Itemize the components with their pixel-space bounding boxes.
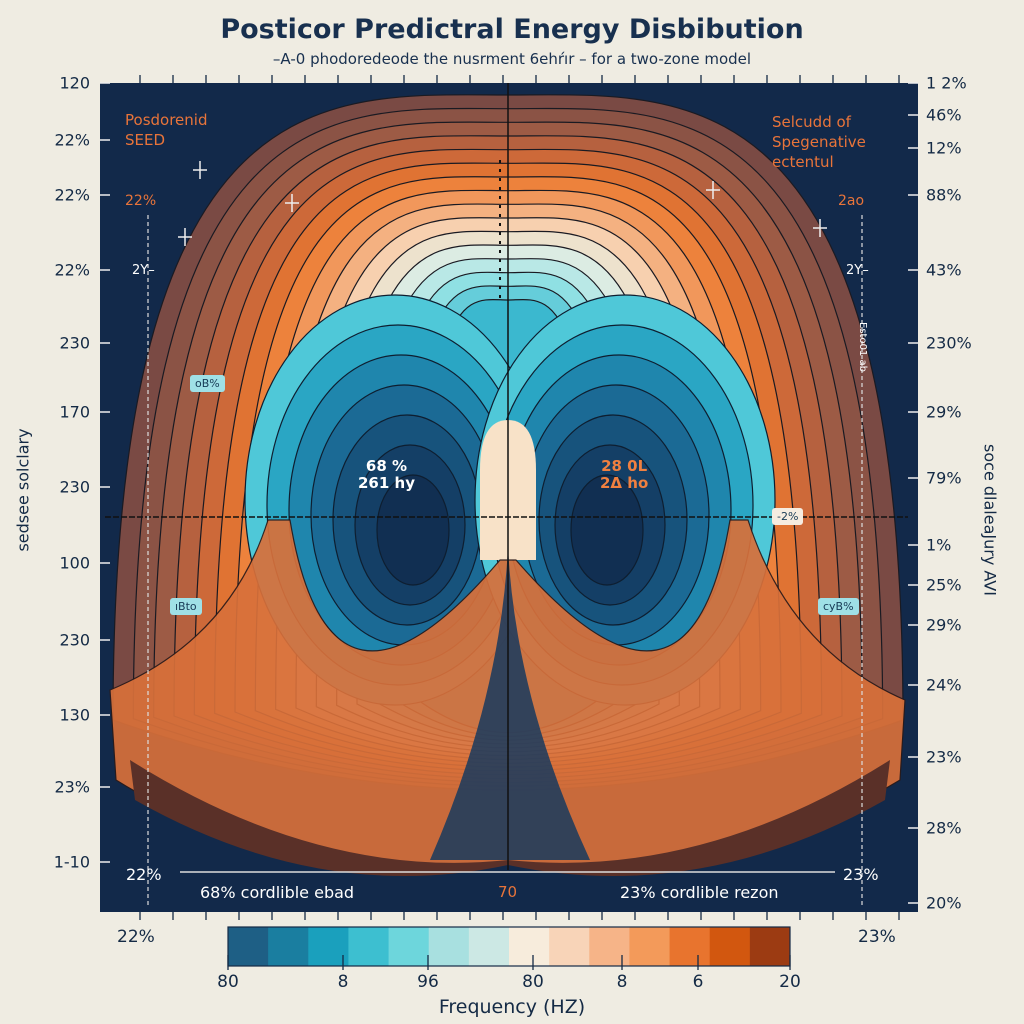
colorbar-segment [268, 927, 309, 966]
colorbar-tick-label: 6 [692, 972, 704, 992]
colorbar-frame [227, 926, 791, 967]
left-axis-tick-label: 170 [59, 402, 90, 422]
colorbar-segment [549, 927, 590, 966]
colorbar-segment [348, 927, 390, 966]
annotation-left-mark: 2Y– [132, 263, 155, 278]
left-axis-tick-label: 22% [54, 185, 90, 205]
colorbar-segment [589, 927, 630, 966]
chart-title: Posticor Predictral Energy Disbibution [220, 14, 804, 45]
colorbar-tick-label: 20 [779, 972, 801, 992]
lobe-contour [570, 474, 644, 586]
right-axis-tick-label: 29% [926, 402, 962, 422]
right-lobe-label: 28 0L 2Δ ho [600, 457, 649, 492]
band-right-label: 23% cordlible rezon [620, 883, 779, 902]
annotation-top-left: Posdorenid SEED [125, 111, 208, 149]
left-axis-tick-label: 100 [59, 553, 90, 573]
right-axis-tick-label: 43% [926, 260, 962, 280]
cross-marker [285, 194, 299, 212]
right-axis-tick-label: 79% [926, 468, 962, 488]
badge-right-lower: cyB% [818, 598, 859, 615]
left-axis-tick-label: 120 [59, 73, 90, 93]
cross-marker [193, 161, 207, 179]
left-axis-tick-label: 22% [54, 260, 90, 280]
colorbar-segment [629, 927, 671, 966]
lobe-contour [376, 474, 450, 586]
badge-right-mid: -2% [772, 508, 804, 525]
bottom-right-pct: 23% [843, 865, 879, 884]
right-axis-tick-label: 230% [926, 333, 972, 353]
left-axis-tick-label: 230 [59, 477, 90, 497]
left-axis-tick-label: 22% [54, 130, 90, 150]
left-axis-tick-label: 1-10 [53, 852, 90, 872]
badge-left-upper: oB% [190, 375, 225, 392]
cross-marker [813, 219, 827, 237]
right-axis-tick-label: 1 2% [926, 73, 967, 93]
right-axis-tick-label: 20% [926, 893, 962, 913]
right-y-axis-label: soce dlaleaJury AVI [980, 444, 1000, 596]
annotation-top-right: Selcudd of Spegenative ectentul [772, 113, 866, 171]
left-axis-tick-label: 230 [59, 630, 90, 650]
colorbar-tick-label: 96 [417, 972, 439, 992]
left-y-axis-label: sedsee solclary [13, 428, 33, 552]
central-dark-wedge [430, 548, 590, 860]
colorbar-segment [709, 927, 751, 966]
lower-dark-band [130, 760, 890, 877]
annotation-left-pct: 22% [125, 193, 157, 209]
right-axis-tick-label: 1% [926, 535, 952, 555]
colorbar-tick-label: 80 [217, 972, 239, 992]
right-axis-tick-label: 29% [926, 615, 962, 635]
left-axis-tick-label: 23% [54, 777, 90, 797]
outer-left-pct: 22% [117, 927, 155, 947]
colorbar-segment [468, 927, 510, 966]
badge-left-lower: ıBto [170, 598, 202, 615]
band-left-label: 68% cordlible ebad [200, 883, 355, 902]
annotation-right-vertical: Esto01 ab [857, 322, 868, 372]
right-axis-tick-label: 28% [926, 818, 962, 838]
colorbar-tick-label: 80 [522, 972, 544, 992]
band-center-label: 70 [498, 883, 518, 901]
left-axis-tick-label: 130 [59, 705, 90, 725]
annotation-right-mark: 2Y– [846, 263, 869, 278]
colorbar-segment [749, 927, 791, 966]
annotation-right-pct: 2ao [838, 193, 865, 209]
right-axis-tick-label: 88% [926, 185, 962, 205]
colorbar-label: Frequency (HZ) [438, 996, 586, 1018]
colorbar-segment [509, 927, 550, 966]
right-axis-tick-label: 46% [926, 105, 962, 125]
left-axis-tick-label: 230 [59, 333, 90, 353]
right-axis-tick-label: 25% [926, 575, 962, 595]
colorbar-segment [388, 927, 430, 966]
colorbar-segment [428, 927, 470, 966]
chart-subtitle: –A-0 phodoredeode the nusrment 6ehŕır – … [272, 50, 752, 68]
colorbar-tick-label: 8 [616, 972, 628, 992]
left-lobe-label: 68 % 261 hy [358, 457, 415, 492]
colorbar-segment [669, 927, 711, 966]
colorbar-tick-label: 8 [337, 972, 349, 992]
right-axis-tick-label: 24% [926, 675, 962, 695]
cross-marker [178, 228, 192, 246]
bottom-left-pct: 22% [126, 865, 162, 884]
colorbar-segment [308, 927, 349, 966]
colorbar-segment [228, 927, 269, 966]
cross-marker [706, 181, 720, 199]
outer-right-pct: 23% [858, 927, 896, 947]
right-axis-tick-label: 12% [926, 138, 962, 158]
right-axis-tick-label: 23% [926, 747, 962, 767]
